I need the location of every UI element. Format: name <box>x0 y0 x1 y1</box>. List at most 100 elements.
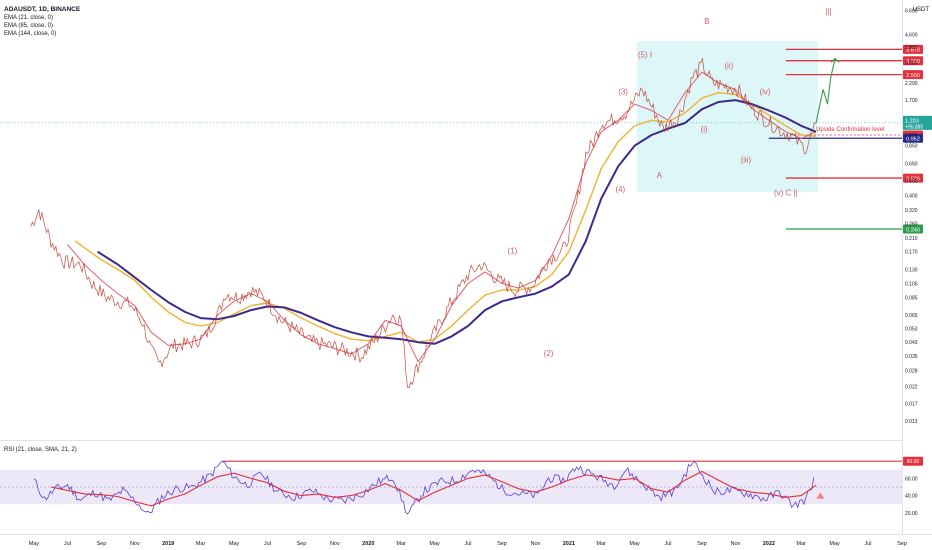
price-tick-4.600: 4.600 <box>905 33 918 39</box>
price-tick-0.850: 0.850 <box>905 144 918 150</box>
price-tick-0.210: 0.210 <box>905 236 918 242</box>
wave-label-10: (1) <box>507 247 517 256</box>
time-tick-8: Sep <box>297 541 307 547</box>
price-tick-0.400: 0.400 <box>905 193 918 199</box>
wave-label-4: (iv) <box>759 87 770 96</box>
wave-label-5: (i) <box>701 125 708 134</box>
price-tick-3.800: 3.800 <box>905 45 918 51</box>
level-tag-text-0.240: 0.240 <box>906 227 920 233</box>
wave-label-7: A <box>657 171 663 180</box>
time-tick-1: Jul <box>64 541 71 547</box>
wave-label-0: B <box>704 17 709 26</box>
time-tick-11: Mar <box>396 541 406 547</box>
wave-labels-layer: B (5) I (3) (ii) (iv) (i) (iii) A (4) (v) C || (1)… <box>507 7 831 358</box>
price-tick-0.043: 0.043 <box>905 340 918 346</box>
level-tag-3.090 <box>903 56 923 66</box>
time-tick-26: Sep <box>897 541 907 547</box>
rsi-legend: RSI (21, close, SMA, 21, 2) <box>4 447 77 453</box>
time-tick-22: 2022 <box>763 541 775 547</box>
wave-label-12: ||| <box>825 7 831 16</box>
rsi-band <box>0 469 902 505</box>
time-tick-17: Mar <box>596 541 606 547</box>
rsi-80-tag <box>903 456 923 466</box>
price-tick-0.105: 0.105 <box>905 281 918 287</box>
axes-layer: 6.600 4.600 3.800 3.000 2.200 1.700 1.000 0.850… <box>29 9 918 547</box>
price-tick-2.200: 2.200 <box>905 81 918 87</box>
level-tag-3.670 <box>903 44 923 54</box>
time-tick-21: Nov <box>731 541 741 547</box>
price-tick-0.260: 0.260 <box>905 222 918 228</box>
projection-arrow-icon <box>830 57 840 63</box>
time-tick-5: Mar <box>196 541 206 547</box>
price-layer <box>30 57 840 389</box>
price-tick-0.130: 0.130 <box>905 267 918 273</box>
ema85-line <box>74 91 817 343</box>
ema21-legend: EMA (21, close, 0) <box>4 15 53 21</box>
price-tick-0.013: 0.013 <box>905 419 918 425</box>
time-tick-6: May <box>229 541 240 547</box>
time-tick-9: Nov <box>330 541 340 547</box>
time-tick-25: Jul <box>865 541 872 547</box>
price-tick-0.065: 0.065 <box>905 313 918 319</box>
rsi-layer: 80.00 60.00 40.00 20.00 <box>0 456 923 517</box>
currency-label: USDT <box>913 7 930 13</box>
time-tick-0: May <box>29 541 40 547</box>
rsi-signal-triangle-icon <box>816 492 825 499</box>
rsi-tick-40.00: 40.00 <box>905 494 918 500</box>
time-tick-18: May <box>629 541 640 547</box>
price-tick-0.320: 0.320 <box>905 208 918 214</box>
price-tick-0.170: 0.170 <box>905 250 918 256</box>
current-price-value: 1.203 <box>905 118 919 124</box>
time-tick-14: Sep <box>497 541 507 547</box>
rsi-tick-20.00: 20.00 <box>905 511 918 517</box>
level-tag-text-0.952: 0.952 <box>906 137 920 143</box>
ema85-legend: EMA (85, close, 0) <box>4 23 53 29</box>
price-tick-1.000: 1.000 <box>905 133 918 139</box>
price-tick-6.600: 6.600 <box>905 9 918 15</box>
level-tag-0.952 <box>903 133 923 143</box>
level-tag-text-3.670: 3.670 <box>906 48 920 54</box>
rsi-tick-60.00: 60.00 <box>905 476 918 482</box>
level-tag-2.500 <box>903 70 923 80</box>
wave-label-1: (5) I <box>638 50 652 59</box>
price-tick-1.700: 1.700 <box>905 98 918 104</box>
time-tick-20: Sep <box>697 541 707 547</box>
time-tick-13: Jul <box>464 541 471 547</box>
wave-label-11: (2) <box>544 349 554 358</box>
rsi-line <box>33 461 815 515</box>
level-tag-0.240 <box>903 224 923 234</box>
time-tick-19: Jul <box>664 541 671 547</box>
price-tick-0.053: 0.053 <box>905 326 918 332</box>
time-tick-7: Jul <box>264 541 271 547</box>
time-tick-10: 2020 <box>362 541 374 547</box>
wave-box <box>636 41 819 193</box>
level-tag-0.520 <box>903 173 923 183</box>
wave-label-9: (v) C || <box>774 188 798 197</box>
price-tick-0.017: 0.017 <box>905 401 918 407</box>
time-tick-4: 2019 <box>162 541 174 547</box>
time-tick-2: Sep <box>97 541 107 547</box>
time-tick-15: Nov <box>531 541 541 547</box>
level-tag-text-3.090: 3.090 <box>906 59 920 65</box>
price-line <box>30 57 817 389</box>
price-tick-0.035: 0.035 <box>905 354 918 360</box>
wave-label-3: (ii) <box>724 61 733 70</box>
wave-label-8: (4) <box>615 185 625 194</box>
ema144-line <box>97 99 817 345</box>
price-tick-0.085: 0.085 <box>905 295 918 301</box>
time-tick-16: 2021 <box>563 541 575 547</box>
time-tick-3: Nov <box>130 541 140 547</box>
wave-box-layer <box>636 41 819 193</box>
price-tick-0.500: 0.500 <box>905 179 918 185</box>
projection-path <box>815 58 836 124</box>
rsi-sma-line <box>50 470 817 507</box>
time-tick-24: May <box>829 541 840 547</box>
current-price-tag <box>903 115 932 130</box>
wave-label-2: (3) <box>618 87 628 96</box>
upside-confirmation-label: Upside Confirmation level <box>816 127 884 133</box>
price-axis[interactable] <box>902 0 932 534</box>
price-tick-3.000: 3.000 <box>905 61 918 67</box>
